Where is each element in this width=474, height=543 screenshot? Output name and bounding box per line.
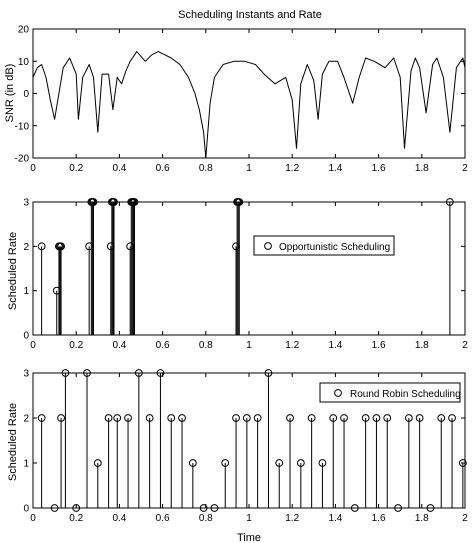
y-axis-label: Scheduled Rate bbox=[7, 403, 19, 481]
x-tick-label: 1.6 bbox=[372, 340, 386, 351]
x-tick-label: 1 bbox=[246, 340, 252, 351]
y-tick-label: -20 bbox=[15, 154, 30, 165]
stem-marker bbox=[415, 414, 424, 422]
y-tick-label: 1 bbox=[23, 459, 29, 470]
x-tick-label: 0 bbox=[30, 513, 36, 524]
x-tick-label: 0 bbox=[30, 163, 36, 174]
stem-marker bbox=[329, 414, 338, 422]
legend-label: Round Robin Scheduling bbox=[350, 389, 461, 400]
stem-marker bbox=[93, 459, 102, 467]
x-tick-label: 0.6 bbox=[156, 340, 170, 351]
y-axis-label: SNR (in dB) bbox=[4, 64, 16, 123]
stem-marker bbox=[188, 459, 197, 467]
stem-marker bbox=[232, 414, 240, 422]
x-tick-label: 0.2 bbox=[69, 163, 83, 174]
y-tick-label: 2 bbox=[23, 414, 29, 425]
stem-marker bbox=[340, 414, 348, 422]
legend-box bbox=[253, 235, 395, 256]
opportunistic-plot: 0 0.2 0.4 0.6 0.8 1 1.2 1.4 1.6 1.8 2 0 1 2 3 Schedule… bbox=[7, 198, 468, 352]
y-tick-label: 3 bbox=[23, 369, 29, 380]
y-tick-label: 10 bbox=[18, 57, 30, 68]
round-robin-plot: 0 0.2 0.4 0.6 0.8 1 1.2 1.4 1.6 1.8 2 0 1 2 3 Schedule… bbox=[7, 369, 468, 543]
stem-marker bbox=[178, 414, 186, 422]
x-tick-label: 1.2 bbox=[285, 340, 299, 351]
y-tick-label: 0 bbox=[23, 331, 29, 342]
stem-marker bbox=[37, 242, 46, 251]
stem-marker bbox=[361, 414, 370, 422]
stem-marker bbox=[113, 414, 122, 422]
stem-marker bbox=[37, 414, 46, 422]
y-tick-label: 1 bbox=[23, 286, 29, 297]
x-tick-label: 1.6 bbox=[372, 513, 386, 524]
y-tick-label: -10 bbox=[15, 121, 30, 132]
stem-marker bbox=[286, 414, 294, 422]
y-tick-label: 0 bbox=[23, 89, 29, 100]
stem-marker bbox=[458, 459, 467, 467]
stem-marker bbox=[124, 414, 132, 422]
stem-marker bbox=[296, 459, 305, 467]
x-tick-label: 0.8 bbox=[199, 163, 213, 174]
stem-marker bbox=[318, 459, 327, 467]
stem-marker bbox=[437, 414, 446, 422]
x-axis-label: Time bbox=[237, 532, 261, 543]
x-tick-label: 0.4 bbox=[112, 513, 126, 524]
stem-marker bbox=[383, 414, 392, 422]
x-tick-label: 0.4 bbox=[112, 163, 126, 174]
x-tick-label: 1.4 bbox=[328, 513, 342, 524]
x-tick-label: 2 bbox=[462, 513, 468, 524]
plot-frame bbox=[32, 201, 466, 336]
y-tick-label: 2 bbox=[23, 242, 29, 253]
x-tick-label: 0.8 bbox=[199, 340, 213, 351]
x-tick-label: 0.2 bbox=[69, 513, 83, 524]
x-tick-label: 1 bbox=[246, 163, 252, 174]
x-tick-label: 2 bbox=[462, 163, 468, 174]
y-tick-label: 3 bbox=[23, 198, 29, 209]
x-tick-label: 0.6 bbox=[156, 513, 170, 524]
y-tick-label: 20 bbox=[18, 25, 30, 36]
legend-marker bbox=[264, 242, 272, 250]
x-tick-label: 1.8 bbox=[415, 513, 429, 524]
legend: Opportunistic Scheduling bbox=[253, 235, 395, 256]
x-tick-label: 0.2 bbox=[69, 340, 83, 351]
x-tick-label: 2 bbox=[462, 340, 468, 351]
y-axis-label: Scheduled Rate bbox=[7, 232, 19, 310]
stem-marker bbox=[307, 414, 316, 422]
stem-marker bbox=[253, 414, 262, 422]
legend-box bbox=[319, 382, 461, 403]
stem-marker bbox=[57, 414, 65, 422]
stem-marker bbox=[275, 459, 284, 467]
x-tick-label: 1.2 bbox=[285, 163, 299, 174]
legend-label: Opportunistic Scheduling bbox=[279, 242, 390, 253]
stem-marker bbox=[404, 414, 413, 422]
stem-marker bbox=[448, 414, 456, 422]
x-tick-label: 0.6 bbox=[156, 163, 170, 174]
x-tick-label: 1.4 bbox=[328, 340, 342, 351]
stem-marker bbox=[242, 414, 251, 422]
x-tick-label: 0 bbox=[30, 340, 36, 351]
stem-marker bbox=[104, 414, 113, 422]
stem-marker bbox=[145, 414, 154, 422]
plot-frame bbox=[32, 28, 466, 159]
x-tick-label: 0.4 bbox=[112, 340, 126, 351]
snr-line bbox=[32, 51, 466, 159]
x-tick-label: 1.8 bbox=[415, 163, 429, 174]
x-tick-label: 1.2 bbox=[285, 513, 299, 524]
x-tick-label: 0.8 bbox=[199, 513, 213, 524]
legend-marker bbox=[334, 389, 342, 397]
snr-plot: 0 0.2 0.4 0.6 0.8 1 1.2 1.4 1.6 1.8 2 -20 -10 0 10 20 S… bbox=[4, 25, 468, 175]
chart-title: Scheduling Instants and Rate bbox=[178, 9, 322, 21]
stem-marker bbox=[372, 414, 381, 422]
x-tick-label: 1.6 bbox=[372, 163, 386, 174]
x-tick-label: 1.8 bbox=[415, 340, 429, 351]
y-tick-label: 0 bbox=[23, 504, 29, 515]
x-tick-label: 1.4 bbox=[328, 163, 342, 174]
legend: Round Robin Scheduling bbox=[319, 382, 461, 403]
x-tick-label: 1 bbox=[246, 513, 252, 524]
stem-marker bbox=[221, 459, 230, 467]
stem-marker bbox=[57, 242, 65, 251]
stem-marker bbox=[167, 414, 176, 422]
